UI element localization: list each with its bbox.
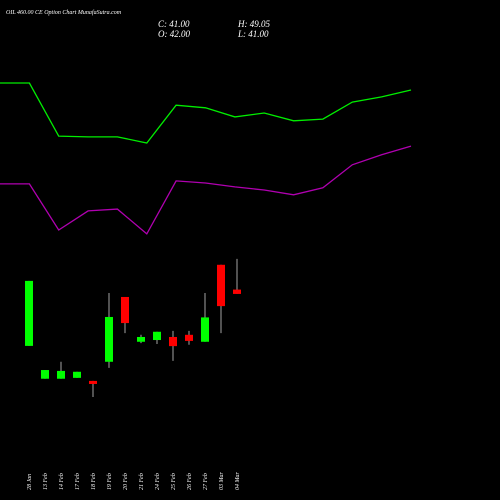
x-tick-label: 25 Feb xyxy=(171,473,177,490)
x-tick-label: 24 Feb xyxy=(154,473,161,490)
x-tick-label: 17 Feb xyxy=(75,473,81,490)
candle-body xyxy=(25,280,33,346)
candle-body xyxy=(121,296,129,324)
candle-body xyxy=(153,331,161,341)
indicator-line xyxy=(0,145,412,235)
candle-body xyxy=(233,289,241,294)
x-tick-label: 20 Feb xyxy=(123,473,129,490)
x-tick-label: 13 Feb xyxy=(43,473,49,490)
candle-body xyxy=(201,317,209,342)
x-tick-label: 19 Feb xyxy=(107,473,113,490)
x-tick-label: 14 Feb xyxy=(58,473,65,490)
candle-body xyxy=(89,380,97,384)
open-label: O: 42.00 xyxy=(158,29,190,39)
candle-body xyxy=(185,334,193,341)
candle-body xyxy=(217,264,225,307)
candle-body xyxy=(73,371,81,378)
candle-body xyxy=(57,370,65,379)
x-tick-label: 26 Feb xyxy=(187,473,193,490)
x-tick-label: 04 Mar xyxy=(234,472,241,490)
x-tick-label: 27 Feb xyxy=(203,473,209,490)
candle-body xyxy=(41,370,49,379)
x-tick-label: 18 Feb xyxy=(91,473,97,490)
x-tick-label: 28 Jan xyxy=(27,474,33,490)
high-label: H: 49.05 xyxy=(237,19,270,29)
chart-title: OIL 460.00 CE Option Chart MunafaSutra.c… xyxy=(6,9,122,16)
low-label: L: 41.00 xyxy=(237,29,269,39)
candle-body xyxy=(137,336,145,342)
candle-body xyxy=(169,336,177,347)
indicator-line xyxy=(0,82,412,144)
candle-body xyxy=(105,316,113,362)
x-tick-label: 03 Mar xyxy=(219,472,225,490)
x-tick-label: 21 Feb xyxy=(139,473,145,490)
close-label: C: 41.00 xyxy=(158,19,190,29)
